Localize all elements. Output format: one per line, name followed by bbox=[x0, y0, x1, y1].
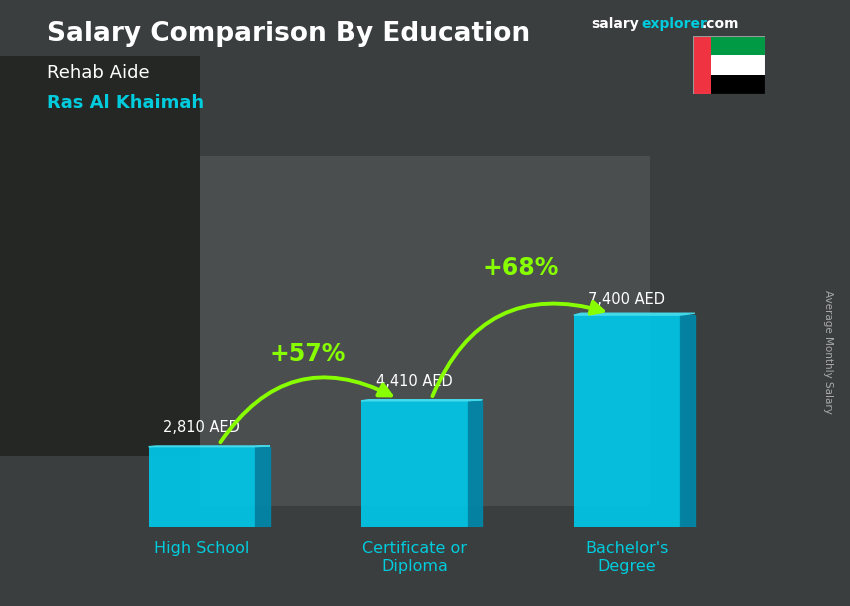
Text: explorer: explorer bbox=[642, 17, 707, 31]
Polygon shape bbox=[680, 315, 694, 527]
Text: Salary Comparison By Education: Salary Comparison By Education bbox=[47, 21, 530, 47]
Polygon shape bbox=[468, 401, 483, 527]
Polygon shape bbox=[361, 400, 483, 401]
Bar bbox=[693, 36, 711, 94]
Text: Average Monthly Salary: Average Monthly Salary bbox=[823, 290, 833, 413]
Bar bbox=[149, 447, 255, 527]
Bar bbox=[361, 401, 468, 527]
Text: +68%: +68% bbox=[483, 256, 558, 281]
Polygon shape bbox=[255, 447, 269, 527]
Text: Ras Al Khaimah: Ras Al Khaimah bbox=[47, 94, 204, 112]
Text: 2,810 AED: 2,810 AED bbox=[163, 420, 241, 435]
Bar bbox=[711, 36, 765, 55]
Text: 7,400 AED: 7,400 AED bbox=[588, 291, 666, 307]
Bar bbox=[711, 55, 765, 75]
Text: .com: .com bbox=[701, 17, 739, 31]
Bar bbox=[0, 56, 200, 456]
Bar bbox=[200, 156, 650, 506]
Text: +57%: +57% bbox=[270, 342, 346, 366]
Bar bbox=[574, 315, 680, 527]
Text: 4,410 AED: 4,410 AED bbox=[376, 374, 453, 389]
Text: Rehab Aide: Rehab Aide bbox=[47, 64, 150, 82]
Polygon shape bbox=[149, 446, 269, 447]
Bar bbox=[711, 75, 765, 94]
Polygon shape bbox=[574, 313, 694, 315]
Text: salary: salary bbox=[591, 17, 638, 31]
